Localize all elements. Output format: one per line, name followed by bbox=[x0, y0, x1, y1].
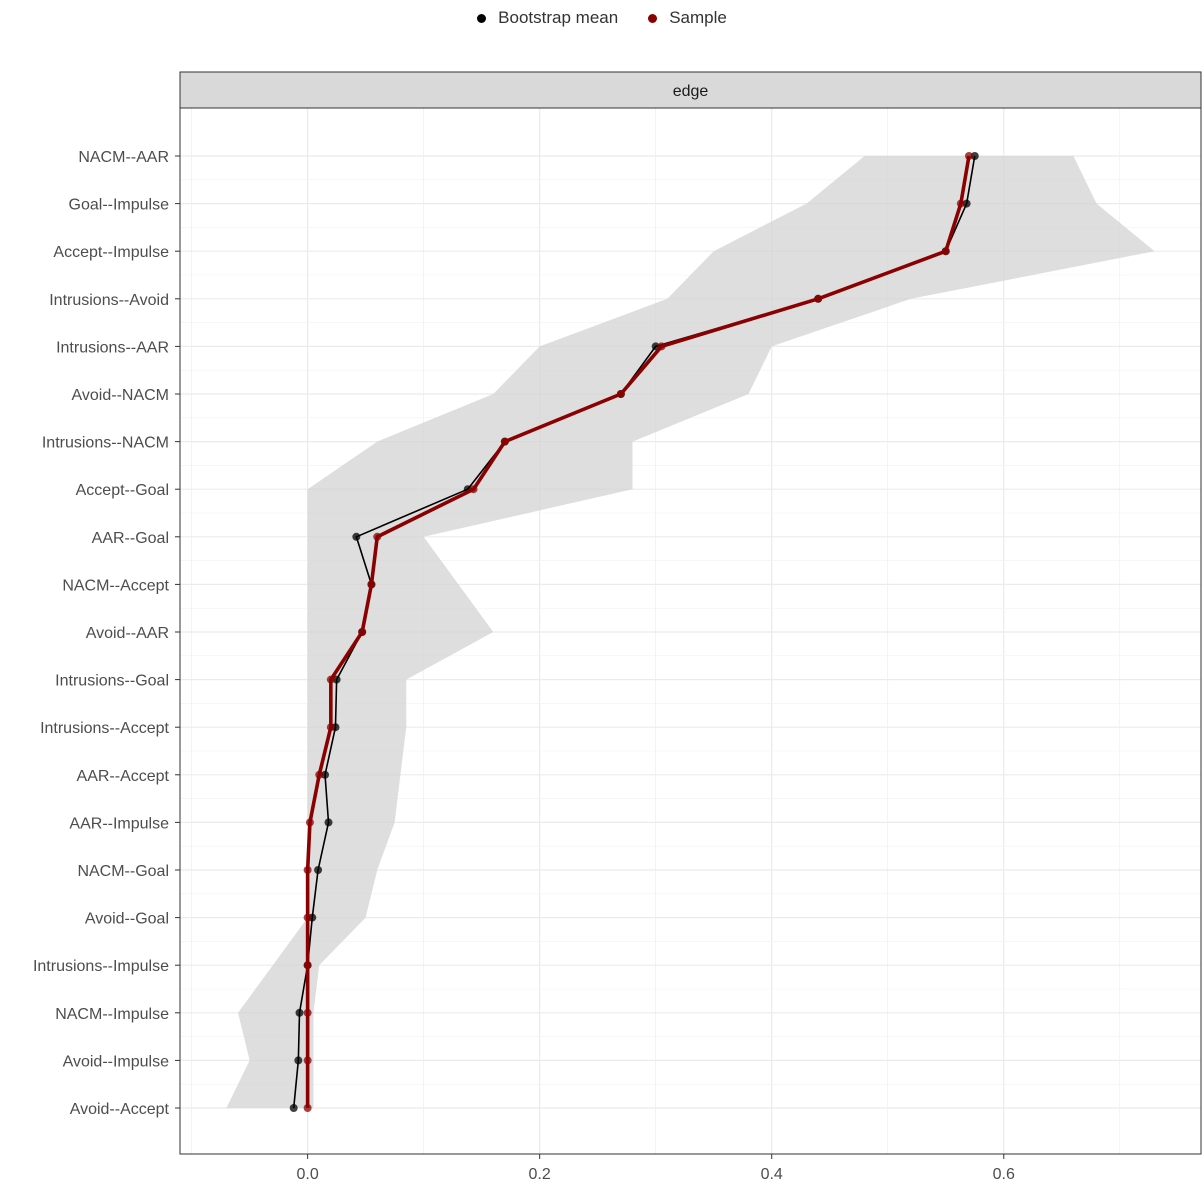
point-sample bbox=[315, 771, 323, 779]
x-tick-label: 0.6 bbox=[993, 1166, 1015, 1183]
point-bootstrap-mean bbox=[325, 818, 333, 826]
y-tick-label: NACM--Impulse bbox=[55, 1006, 169, 1023]
point-bootstrap-mean bbox=[296, 1009, 304, 1017]
point-bootstrap-mean bbox=[290, 1104, 298, 1112]
point-sample bbox=[470, 485, 478, 493]
y-tick-label: NACM--AAR bbox=[78, 149, 169, 166]
point-bootstrap-mean bbox=[314, 866, 322, 874]
y-tick-label: NACM--Goal bbox=[77, 863, 169, 880]
y-tick-label: AAR--Impulse bbox=[69, 815, 169, 832]
point-sample bbox=[957, 200, 965, 208]
y-tick-label: Avoid--AAR bbox=[86, 625, 169, 642]
point-sample bbox=[358, 628, 366, 636]
y-tick-label: Intrusions--Avoid bbox=[49, 292, 169, 309]
point-sample bbox=[306, 818, 314, 826]
point-sample bbox=[304, 1056, 312, 1064]
point-sample bbox=[942, 247, 950, 255]
point-sample bbox=[814, 295, 822, 303]
point-sample bbox=[367, 580, 375, 588]
y-tick-label: AAR--Goal bbox=[92, 530, 169, 547]
facet-strip: edge bbox=[180, 72, 1201, 108]
y-tick-label: Intrusions--Accept bbox=[40, 720, 169, 737]
y-tick-label: Accept--Impulse bbox=[53, 244, 169, 261]
point-sample bbox=[373, 533, 381, 541]
point-sample bbox=[501, 438, 509, 446]
y-tick-label: Avoid--Impulse bbox=[63, 1053, 170, 1070]
y-tick-label: Avoid--NACM bbox=[72, 387, 170, 404]
x-tick-label: 0.2 bbox=[529, 1166, 551, 1183]
point-sample bbox=[617, 390, 625, 398]
point-sample bbox=[304, 1009, 312, 1017]
point-bootstrap-mean bbox=[294, 1056, 302, 1064]
point-sample bbox=[304, 1104, 312, 1112]
y-tick-label: NACM--Accept bbox=[62, 577, 169, 594]
x-tick-label: 0.0 bbox=[297, 1166, 319, 1183]
point-bootstrap-mean bbox=[352, 533, 360, 541]
facet-strip-label: edge bbox=[673, 83, 709, 100]
point-sample bbox=[965, 152, 973, 160]
y-tick-label: Goal--Impulse bbox=[69, 197, 170, 214]
y-tick-label: Avoid--Goal bbox=[85, 911, 169, 928]
point-sample bbox=[327, 723, 335, 731]
y-tick-label: Accept--Goal bbox=[76, 482, 169, 499]
point-sample bbox=[304, 914, 312, 922]
y-tick-label: AAR--Accept bbox=[77, 768, 170, 785]
point-sample bbox=[657, 342, 665, 350]
point-sample bbox=[304, 866, 312, 874]
x-tick-label: 0.4 bbox=[761, 1166, 783, 1183]
point-sample bbox=[327, 676, 335, 684]
y-tick-label: Intrusions--Goal bbox=[55, 673, 169, 690]
y-tick-label: Intrusions--AAR bbox=[56, 339, 169, 356]
y-tick-label: Intrusions--Impulse bbox=[33, 958, 169, 975]
y-tick-label: Intrusions--NACM bbox=[42, 435, 169, 452]
point-sample bbox=[304, 961, 312, 969]
y-tick-label: Avoid--Accept bbox=[70, 1101, 170, 1118]
